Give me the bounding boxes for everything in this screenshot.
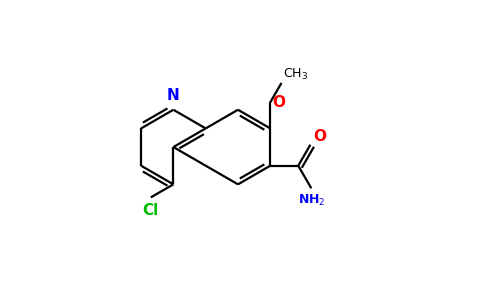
Text: N: N xyxy=(167,88,180,103)
Text: O: O xyxy=(313,129,326,144)
Text: Cl: Cl xyxy=(143,203,159,218)
Text: CH$_3$: CH$_3$ xyxy=(284,67,309,82)
Text: NH$_2$: NH$_2$ xyxy=(298,193,325,208)
Text: O: O xyxy=(272,95,285,110)
